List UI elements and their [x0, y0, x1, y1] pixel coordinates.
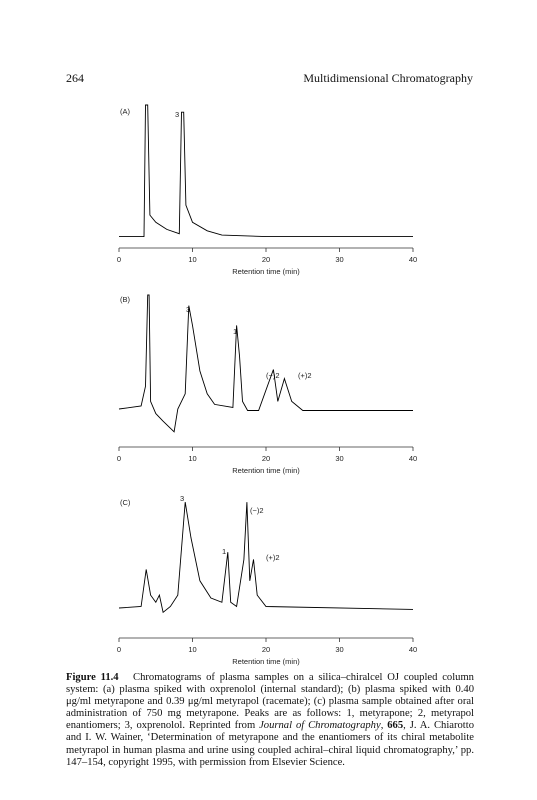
peak-label: 3 — [186, 305, 190, 314]
panel-label: (A) — [120, 107, 131, 116]
x-axis-label: Retention time (min) — [232, 466, 300, 475]
panel-label: (B) — [120, 295, 131, 304]
x-tick-label: 10 — [188, 645, 196, 654]
x-tick-label: 0 — [117, 454, 121, 463]
chromatogram-trace — [118, 294, 413, 433]
x-axis-label: Retention time (min) — [232, 657, 300, 666]
peak-label: (+)2 — [298, 371, 312, 380]
caption-text: Chromatograms of plasma samples on a sil… — [66, 672, 474, 732]
caption-label: Figure 11.4 — [66, 672, 119, 683]
running-title: Multidimensional Chromatography — [303, 71, 473, 85]
peak-label: 3 — [175, 110, 179, 119]
peak-label: 1 — [233, 327, 237, 336]
page-number: 264 — [66, 71, 84, 85]
x-tick-label: 20 — [262, 454, 270, 463]
chromatogram-trace — [119, 104, 413, 238]
x-tick-label: 10 — [188, 255, 196, 264]
x-tick-label: 0 — [117, 645, 121, 654]
peak-label: 3 — [180, 494, 184, 503]
x-tick-label: 30 — [335, 454, 343, 463]
caption-text: , J. A. Chiarotto and I. W. Wainer, ‘Det… — [66, 720, 474, 768]
x-tick-label: 0 — [117, 255, 121, 264]
x-tick-label: 30 — [335, 645, 343, 654]
caption: Figure 11.4 Chromatograms of plasma samp… — [66, 672, 474, 769]
peak-label: (−)2 — [266, 371, 280, 380]
x-tick-label: 20 — [262, 645, 270, 654]
panel-label: (C) — [120, 498, 131, 507]
chromatogram-trace — [118, 502, 414, 614]
x-tick-label: 10 — [188, 454, 196, 463]
caption-volume: 665 — [387, 720, 404, 732]
x-tick-label: 20 — [262, 255, 270, 264]
x-tick-label: 40 — [409, 255, 417, 264]
peak-label: (−)2 — [250, 506, 264, 515]
x-axis-label: Retention time (min) — [232, 267, 300, 276]
x-tick-label: 30 — [335, 255, 343, 264]
caption-journal: Journal of Chromatography — [259, 720, 381, 732]
peak-label: 1 — [222, 547, 226, 556]
x-tick-label: 40 — [409, 645, 417, 654]
caption-text: , — [380, 720, 388, 732]
x-tick-label: 40 — [409, 454, 417, 463]
peak-label: (+)2 — [266, 553, 280, 562]
